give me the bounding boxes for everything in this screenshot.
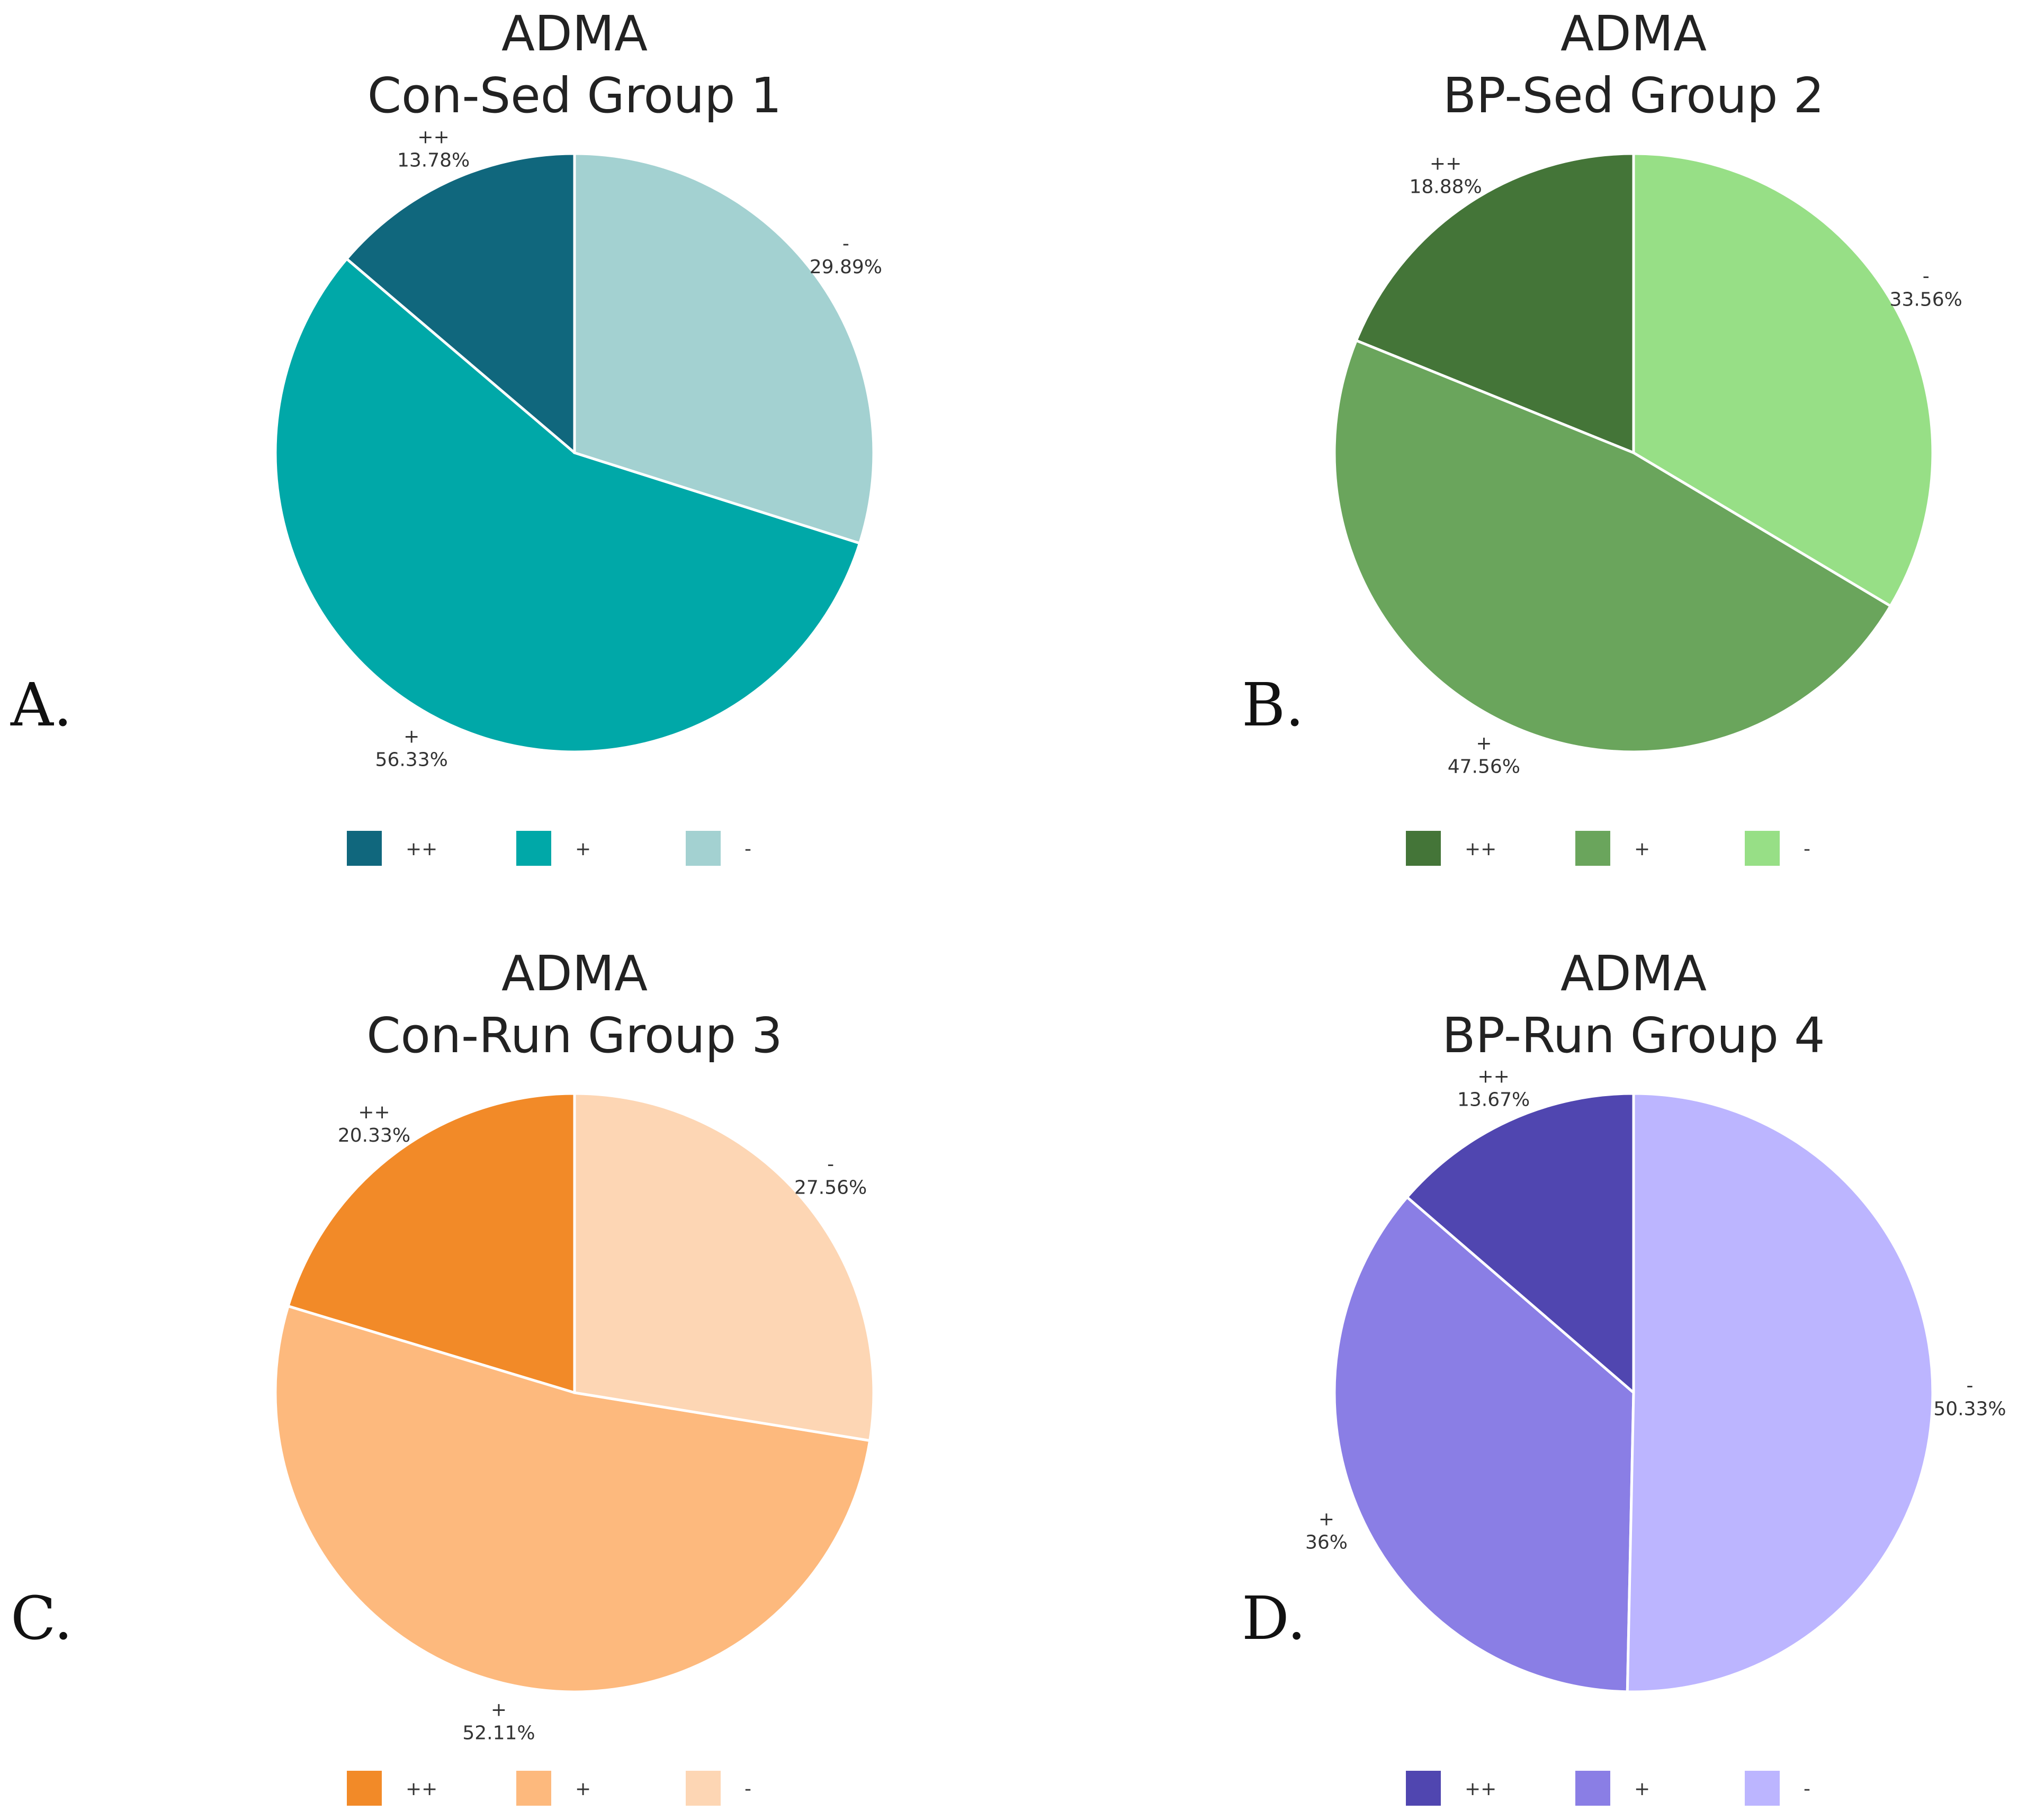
slice-category-label: - [827,1154,834,1176]
legend-swatch [347,1771,382,1806]
panel-letter: D. [1242,1584,1306,1653]
slice-category-label: - [1967,1375,1974,1397]
slice-percent-label: 13.78% [397,150,470,172]
legend-swatch [516,831,551,866]
legend-label: - [1804,838,1810,860]
pie-slice-plus-plus [1355,152,1635,455]
pie-slice-plus-plus [1405,1092,1635,1396]
pie-slice-plus [1333,1195,1635,1693]
pie-slice-plus [274,1304,872,1693]
legend-swatch [686,1771,721,1806]
slice-percent-label: 56.33% [375,749,448,770]
chart-title-line-1: ADMA [501,5,648,62]
legend-swatch [686,831,721,866]
legend-label: + [1634,1778,1650,1800]
slice-percent-label: 36% [1305,1531,1348,1553]
slice-category-label: ++ [417,127,449,148]
pie-slice-minus [1632,152,1934,608]
slice-category-label: + [491,1699,507,1721]
legend-label: ++ [1465,838,1496,860]
slice-percent-label: 27.56% [794,1177,867,1199]
slice-category-label: - [1923,265,1930,287]
chart-title-line-2: BP-Run Group 4 [1442,1007,1825,1064]
slice-percent-label: 20.33% [338,1125,410,1146]
chart-title-line-1: ADMA [1560,5,1707,62]
legend-swatch [347,831,382,866]
slice-category-label: - [842,233,849,255]
legend-swatch [1575,831,1610,866]
panel-letter: A. [10,671,72,740]
legend-label: - [745,838,751,860]
chart-title-line-1: ADMA [1560,945,1707,1002]
legend-label: + [575,1778,591,1800]
slice-percent-label: 47.56% [1448,756,1520,778]
pie-slice-minus [1626,1092,1934,1693]
slice-category-label: + [1319,1508,1334,1530]
legend-label: - [745,1778,751,1800]
slice-percent-label: 13.67% [1457,1089,1530,1111]
legend-label: - [1804,1778,1810,1800]
legend-label: ++ [1465,1778,1496,1800]
slice-category-label: + [403,725,419,747]
pie-slice-plus-plus [286,1092,576,1395]
slice-category-label: ++ [1430,153,1461,175]
legend-swatch [1745,831,1780,866]
legend-label: + [575,838,591,860]
legend-label: ++ [406,838,437,860]
pie-slice-minus [573,1092,875,1442]
pie-slice-minus [573,152,875,545]
slice-percent-label: 50.33% [1933,1398,2006,1420]
slice-category-label: ++ [358,1101,390,1123]
slice-percent-label: 33.56% [1890,289,1962,310]
chart-title-line-2: Con-Sed Group 1 [367,67,782,124]
legend-swatch [1406,1771,1441,1806]
legend-swatch [1745,1771,1780,1806]
legend-swatch [516,1771,551,1806]
chart-title-line-2: Con-Run Group 3 [366,1007,783,1064]
legend-label: + [1634,838,1650,860]
slice-percent-label: 18.88% [1409,176,1482,198]
slice-category-label: + [1476,733,1492,755]
legend-label: ++ [406,1778,437,1800]
chart-title-line-1: ADMA [501,945,648,1002]
pie-slice-plus-plus [345,152,576,456]
pie-slice-plus [1333,338,1893,754]
slice-percent-label: 29.89% [810,256,882,278]
slice-category-label: ++ [1477,1066,1509,1088]
panel-letter: C. [11,1584,73,1653]
legend-swatch [1575,1771,1610,1806]
slice-percent-label: 52.11% [462,1723,535,1744]
chart-title-line-2: BP-Sed Group 2 [1443,67,1824,124]
pie-slice-plus [274,257,862,754]
legend-swatch [1406,831,1441,866]
panel-letter: B. [1242,671,1304,740]
